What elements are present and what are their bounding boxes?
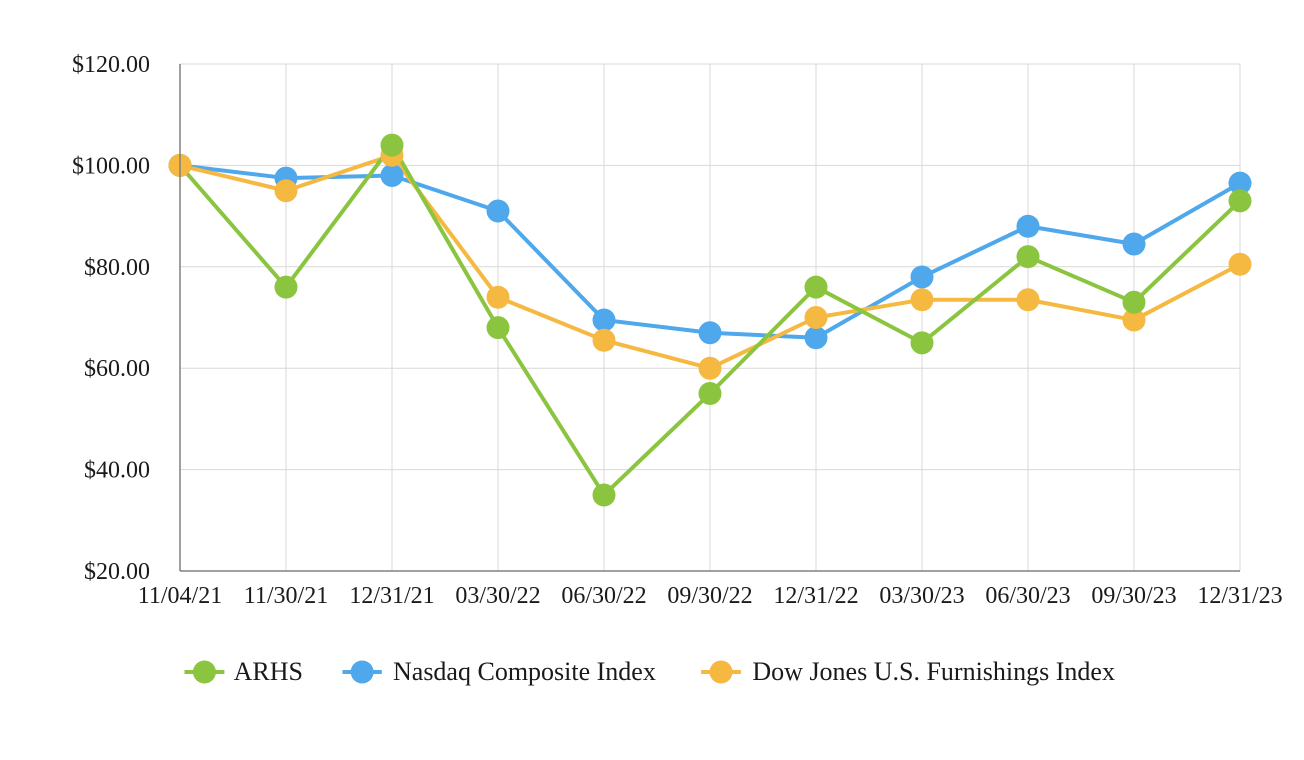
svg-text:03/30/22: 03/30/22 bbox=[455, 583, 540, 609]
svg-text:09/30/22: 09/30/22 bbox=[667, 583, 752, 609]
svg-text:Nasdaq Composite Index: Nasdaq Composite Index bbox=[393, 657, 656, 686]
svg-text:$20.00: $20.00 bbox=[84, 559, 150, 585]
svg-text:03/30/23: 03/30/23 bbox=[879, 583, 964, 609]
svg-text:$100.00: $100.00 bbox=[72, 153, 150, 179]
svg-text:11/04/21: 11/04/21 bbox=[138, 583, 222, 609]
svg-text:$80.00: $80.00 bbox=[84, 255, 150, 281]
svg-text:09/30/23: 09/30/23 bbox=[1091, 583, 1176, 609]
svg-text:$60.00: $60.00 bbox=[84, 356, 150, 382]
svg-text:11/30/21: 11/30/21 bbox=[244, 583, 328, 609]
svg-text:Dow Jones U.S. Furnishings Ind: Dow Jones U.S. Furnishings Index bbox=[752, 657, 1115, 686]
svg-text:12/31/22: 12/31/22 bbox=[773, 583, 858, 609]
svg-text:12/31/23: 12/31/23 bbox=[1197, 583, 1282, 609]
svg-text:06/30/22: 06/30/22 bbox=[561, 583, 646, 609]
svg-text:ARHS: ARHS bbox=[234, 657, 303, 686]
svg-text:12/31/21: 12/31/21 bbox=[349, 583, 434, 609]
svg-text:06/30/23: 06/30/23 bbox=[985, 583, 1070, 609]
svg-text:$40.00: $40.00 bbox=[84, 458, 150, 484]
svg-text:$120.00: $120.00 bbox=[72, 52, 150, 78]
